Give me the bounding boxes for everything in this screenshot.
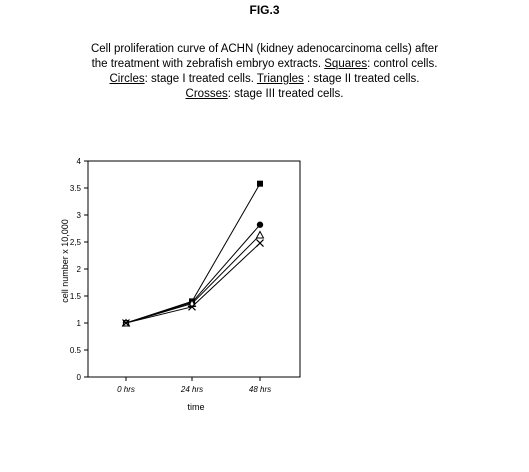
caption-line-1: Cell proliferation curve of ACHN (kidney… bbox=[90, 43, 439, 55]
data-point-cross bbox=[256, 239, 264, 248]
plot-area bbox=[87, 160, 301, 378]
caption-squares: Squares bbox=[324, 58, 368, 70]
y-tick-label: 3 bbox=[77, 211, 82, 220]
y-tick-label: 2 bbox=[77, 265, 82, 274]
caption-circles: Circles bbox=[109, 73, 145, 85]
y-tick-label: 0.5 bbox=[70, 346, 82, 355]
caption-line-2: the treatment with zebrafish embryo extr… bbox=[0, 57, 529, 72]
x-tick-label: 24 hrs bbox=[180, 385, 203, 394]
y-tick-label: 2,5 bbox=[70, 238, 82, 247]
caption-text: the treatment with zebrafish embryo extr… bbox=[91, 58, 325, 70]
caption-text: : stage II treated cells. bbox=[303, 73, 420, 85]
caption-crosses: Crosses bbox=[185, 88, 228, 100]
caption-triangles: Triangles bbox=[256, 73, 304, 85]
x-tick-label: 48 hrs bbox=[249, 385, 271, 394]
data-point-cross bbox=[188, 302, 196, 311]
data-point-circle bbox=[256, 221, 264, 228]
caption-line-3: Circles: stage I treated cells. Triangle… bbox=[0, 72, 529, 87]
figure-label: FIG.3 bbox=[249, 3, 280, 17]
data-point-cross bbox=[122, 319, 130, 327]
y-tick-label: 1.5 bbox=[70, 292, 82, 301]
caption-line-4: Crosses: stage III treated cells. bbox=[0, 87, 529, 102]
caption-text: : stage I treated cells. bbox=[144, 73, 257, 85]
y-tick-label: 0 bbox=[77, 373, 82, 382]
y-tick-label: 1 bbox=[77, 319, 82, 328]
x-axis-title: time bbox=[187, 402, 204, 412]
figure-caption: Cell proliferation curve of ACHN (kidney… bbox=[0, 42, 529, 102]
y-axis-title: cell number x 10,000 bbox=[60, 219, 70, 303]
data-point-triangle bbox=[255, 230, 265, 239]
data-point-square bbox=[257, 180, 263, 187]
y-tick-label: 4 bbox=[77, 157, 82, 166]
caption-text: : stage III treated cells. bbox=[227, 88, 344, 100]
caption-text: : control cells. bbox=[367, 58, 438, 70]
x-tick-label: 0 hrs bbox=[117, 385, 135, 394]
y-tick-label: 3.5 bbox=[70, 184, 82, 193]
